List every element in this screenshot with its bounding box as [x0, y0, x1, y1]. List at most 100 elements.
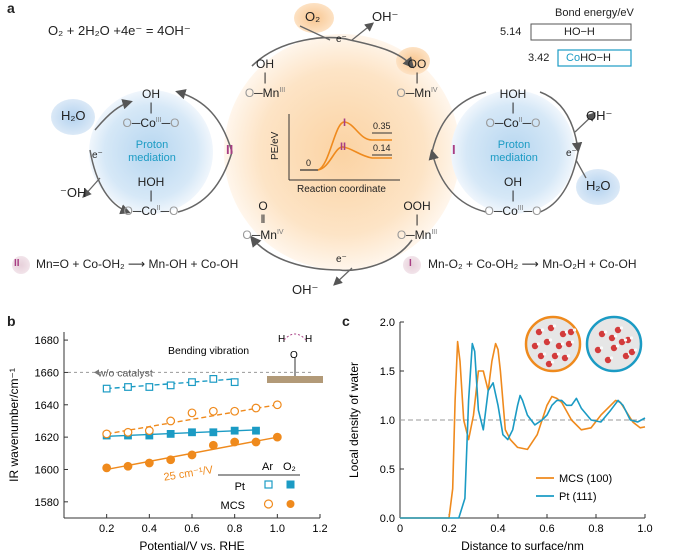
- panel-b-chart: 1580 1600 1620 1640 1660 1680 0.2 0.4 0.6 0.8 1.0 1…: [7, 332, 328, 552]
- legend-marker-mcs-ar: [263, 499, 274, 509]
- data-point-3: [272, 432, 282, 442]
- reaction-equation: O₂ + 2H₂O +4e⁻ = 4OH⁻: [48, 23, 191, 38]
- bond-energy-title: Bond energy/eV: [555, 7, 634, 19]
- water-hydrogen: [599, 346, 604, 350]
- y-tick-label: 1660: [35, 367, 59, 379]
- o-left: O: [485, 116, 495, 130]
- x-tick-label: 0.6: [539, 523, 554, 535]
- data-point-0: [145, 383, 154, 391]
- water-h-right: H: [305, 334, 312, 345]
- o-right: O: [169, 204, 179, 218]
- bending-label: Bending vibration: [168, 345, 249, 357]
- water-oxygen: [598, 330, 606, 338]
- ox-state: IV: [430, 87, 438, 94]
- left-arrow-bottom: [177, 151, 233, 213]
- water-oxygen: [604, 356, 612, 364]
- oh-minus-bottom: OH⁻: [292, 282, 319, 297]
- x-tick-label: 0.8: [588, 523, 603, 535]
- data-point-3: [187, 450, 197, 460]
- water-hydrogen: [623, 338, 628, 342]
- co: Co: [502, 204, 518, 218]
- x-tick-label: 0.4: [142, 523, 157, 535]
- co: Co: [140, 116, 156, 130]
- water-hydrogen: [540, 328, 545, 332]
- co: Co: [503, 116, 519, 130]
- mn-o-row: O─MnIV: [242, 228, 284, 242]
- right-arrow-top: [431, 91, 487, 153]
- water-oxygen: [624, 336, 632, 344]
- arc-top-left: [251, 36, 351, 67]
- x-tick-label: 1.0: [270, 523, 285, 535]
- co-bond: |: [149, 100, 153, 114]
- minus-oh-left: ⁻OH: [60, 185, 87, 200]
- co-bond: |: [511, 188, 515, 202]
- struct-mn-ooh: OOH | O─MnIII: [392, 200, 442, 242]
- left-arrow-in: [94, 99, 133, 131]
- oh-minus-top: OH⁻: [372, 9, 399, 24]
- badge-I-bg: [403, 256, 421, 274]
- mn: Mn: [262, 86, 280, 100]
- water-hydrogen: [556, 352, 561, 356]
- x-tick-label: 1.2: [312, 523, 327, 535]
- water-hydrogen: [536, 342, 541, 346]
- data-point-3: [208, 440, 218, 450]
- water-hydrogen: [619, 326, 624, 330]
- roman-I-right: I: [452, 142, 456, 157]
- water-oxygen: [628, 348, 636, 356]
- data-point-1: [166, 429, 175, 438]
- legend-row-mcs: MCS: [221, 500, 245, 512]
- y-tick-label: 1680: [35, 335, 59, 347]
- profile-curve-I: [317, 121, 392, 171]
- water-oxygen: [622, 352, 630, 360]
- co: Co: [141, 204, 157, 218]
- left-arrow-down: [89, 149, 131, 215]
- slope-label: 25 cm⁻¹/V: [163, 464, 215, 484]
- water-oxygen: [610, 344, 618, 352]
- mn-o-top: O: [258, 199, 268, 213]
- data-point-0: [209, 375, 218, 383]
- legend-marker-pt-ar: [264, 480, 273, 489]
- data-point-2: [144, 426, 154, 436]
- water-oxygen: [618, 338, 626, 346]
- co-row: O─CoII─O: [485, 116, 541, 130]
- data-point-0: [230, 378, 239, 387]
- water-oxygen: [614, 326, 622, 334]
- bond-box-cohoh: [557, 49, 632, 67]
- struct-co-hoh-right: HOH | O─CoII─O: [480, 88, 546, 130]
- fit-line-2: [106, 404, 278, 435]
- series-line-0: [400, 340, 646, 519]
- bond-label-cohoh: CoHO−H: [566, 52, 611, 64]
- y-axis-label: IR wavenumber/cm⁻¹: [7, 368, 21, 482]
- proton-mediation-left: Proton mediation: [124, 139, 180, 165]
- co-top: OH: [504, 175, 522, 189]
- ox-state: III: [279, 87, 286, 94]
- oh-out-arrow-bottom: [333, 267, 353, 286]
- bond-label-hoh-rest: HO−H: [580, 52, 611, 64]
- h2o-right-label: H₂O: [586, 178, 611, 193]
- y-tick-label: 1580: [35, 497, 59, 509]
- mn-oo-top: OO: [407, 57, 427, 71]
- data-point-0: [188, 378, 196, 387]
- water-oxygen: [559, 330, 567, 338]
- y-tick-label: 1600: [35, 464, 59, 476]
- water-hydrogen: [629, 336, 634, 340]
- struct-co-hoh-left: HOH | O─CoII─O: [118, 176, 184, 218]
- data-point-2: [230, 406, 240, 416]
- data-point-3: [102, 463, 112, 473]
- o-left: O: [396, 228, 407, 242]
- data-point-3: [166, 455, 176, 465]
- x-axis-label: Distance to surface/nm: [461, 539, 584, 552]
- right-arrow-up: [428, 149, 487, 213]
- mn: Mn: [260, 228, 277, 242]
- y-tick-label: 1620: [35, 432, 59, 444]
- water-hydrogen: [572, 328, 577, 332]
- right-h2o-in: [575, 159, 587, 179]
- reaction-I-text: Mn-O₂ + Co-OH₂ ⟶ Mn-O₂H + Co-OH: [428, 257, 637, 271]
- ox-state: IV: [276, 229, 284, 236]
- h2o-bubble-left: [51, 99, 95, 135]
- data-point-2: [208, 406, 218, 416]
- ox-state: II: [518, 117, 523, 124]
- mn-oo-row: O─MnIV: [396, 86, 438, 100]
- e-minus-left: e⁻: [92, 150, 103, 161]
- series-line-1: [400, 342, 646, 519]
